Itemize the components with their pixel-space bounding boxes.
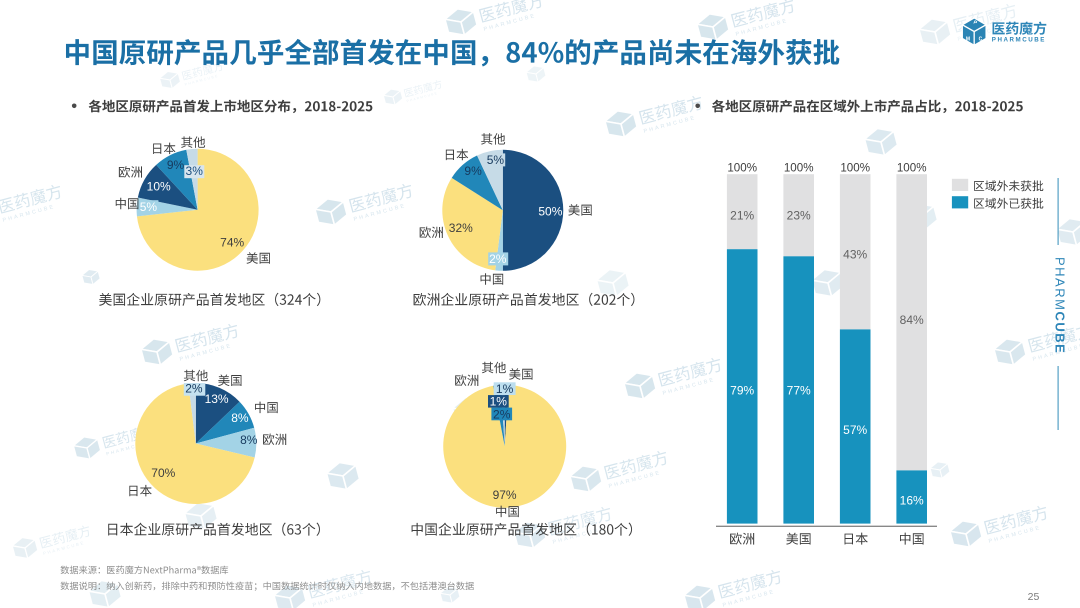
svg-text:2%: 2% (185, 381, 203, 395)
svg-text:97%: 97% (493, 488, 517, 502)
svg-text:57%: 57% (843, 423, 867, 437)
svg-text:84%: 84% (900, 313, 924, 327)
svg-text:100%: 100% (727, 162, 757, 175)
svg-text:13%: 13% (205, 392, 229, 406)
svg-text:5%: 5% (140, 200, 158, 214)
svg-text:1%: 1% (496, 382, 514, 396)
svg-text:77%: 77% (787, 383, 811, 397)
svg-text:9%: 9% (167, 158, 185, 172)
svg-text:79%: 79% (730, 383, 754, 397)
svg-text:23%: 23% (787, 208, 811, 222)
svg-text:32%: 32% (449, 221, 473, 235)
svg-text:C: C (979, 36, 983, 42)
svg-text:25: 25 (1028, 591, 1040, 603)
svg-text:2%: 2% (493, 407, 511, 421)
svg-text:9%: 9% (464, 164, 482, 178)
svg-text:2%: 2% (489, 252, 507, 266)
svg-text:100%: 100% (897, 162, 927, 175)
svg-text:21%: 21% (730, 208, 754, 222)
svg-text:5%: 5% (487, 153, 505, 167)
svg-text:100%: 100% (840, 162, 870, 175)
svg-text:10%: 10% (147, 180, 171, 194)
svg-text:74%: 74% (220, 236, 244, 250)
svg-text:8%: 8% (240, 433, 258, 447)
svg-text:PHARMCUBE: PHARMCUBE (992, 37, 1046, 44)
svg-text:70%: 70% (151, 466, 175, 480)
svg-text:M: M (966, 36, 970, 42)
svg-text:PHARMCUBE: PHARMCUBE (1052, 257, 1067, 354)
svg-text:50%: 50% (538, 204, 562, 218)
svg-text:3%: 3% (186, 164, 204, 178)
svg-text:100%: 100% (784, 162, 814, 175)
svg-text:16%: 16% (900, 494, 924, 508)
svg-text:P: P (972, 20, 978, 27)
svg-text:43%: 43% (843, 247, 867, 261)
svg-text:8%: 8% (231, 411, 249, 425)
svg-text:1%: 1% (490, 395, 508, 409)
